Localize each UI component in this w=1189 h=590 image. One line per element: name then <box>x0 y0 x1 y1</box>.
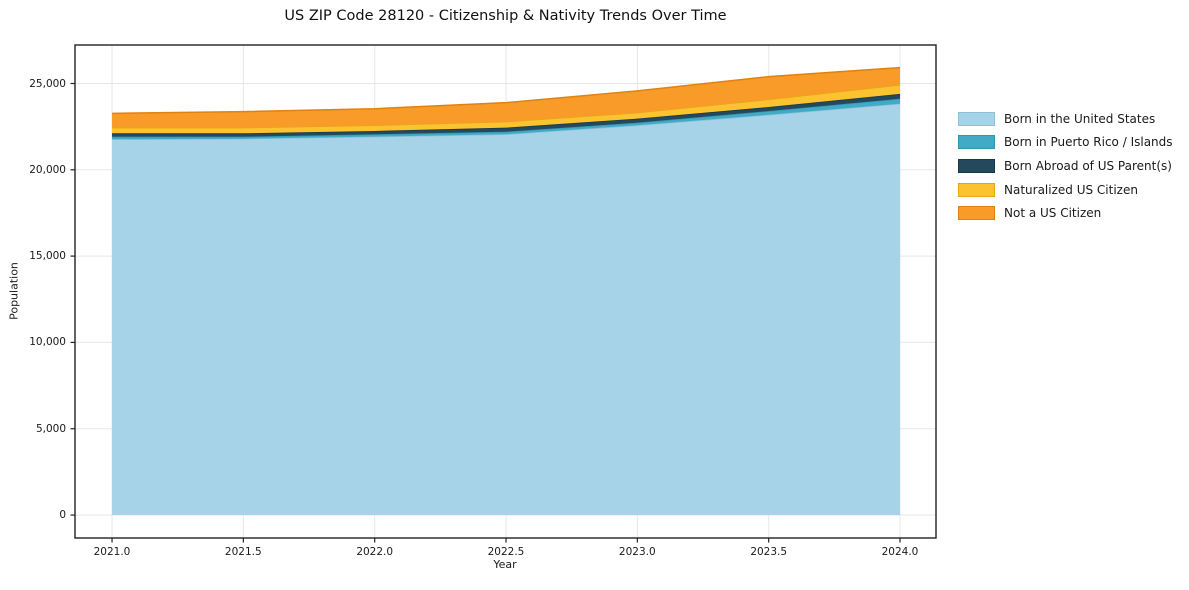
x-tick-2023.5: 2023.5 <box>750 546 788 558</box>
legend-item-born-abroad: Born Abroad of US Parent(s) <box>958 154 1173 178</box>
legend-item-not-citizen: Not a US Citizen <box>958 201 1173 225</box>
chart-title: US ZIP Code 28120 - Citizenship & Nativi… <box>284 8 727 24</box>
y-tick-15000: 15,000 <box>29 250 66 262</box>
legend-swatch-puerto-rico-icon <box>958 135 995 150</box>
legend-item-puerto-rico: Born in Puerto Rico / Islands <box>958 131 1173 155</box>
x-axis-label: Year <box>493 558 517 571</box>
legend-label: Naturalized US Citizen <box>1004 182 1138 197</box>
y-tick-0: 0 <box>59 509 66 521</box>
x-tick-2022.5: 2022.5 <box>487 546 525 558</box>
y-tick-20000: 20,000 <box>29 164 66 176</box>
legend-label: Born Abroad of US Parent(s) <box>1004 158 1172 173</box>
y-axis-label: Population <box>7 262 21 320</box>
y-tick-10000: 10,000 <box>29 336 66 348</box>
legend-swatch-born-abroad-icon <box>958 158 995 173</box>
x-tick-2021.5: 2021.5 <box>224 546 262 558</box>
legend-swatch-naturalized-icon <box>958 182 995 197</box>
x-tick-2023.0: 2023.0 <box>618 546 656 558</box>
legend-item-naturalized: Naturalized US Citizen <box>958 178 1173 202</box>
legend: Born in the United States Born in Puerto… <box>958 107 1173 225</box>
x-tick-2024.0: 2024.0 <box>881 546 919 558</box>
legend-item-born-us: Born in the United States <box>958 107 1173 131</box>
y-tick-25000: 25,000 <box>29 77 66 90</box>
legend-label: Born in the United States <box>1004 111 1156 126</box>
x-tick-2021.0: 2021.0 <box>93 546 131 558</box>
legend-label: Born in Puerto Rico / Islands <box>1004 135 1173 150</box>
y-tick-5000: 5,000 <box>35 422 66 435</box>
x-tick-2022.0: 2022.0 <box>356 546 394 558</box>
legend-swatch-born-us-icon <box>958 111 995 126</box>
legend-swatch-not-citizen-icon <box>958 206 995 221</box>
legend-label: Not a US Citizen <box>1004 206 1102 221</box>
